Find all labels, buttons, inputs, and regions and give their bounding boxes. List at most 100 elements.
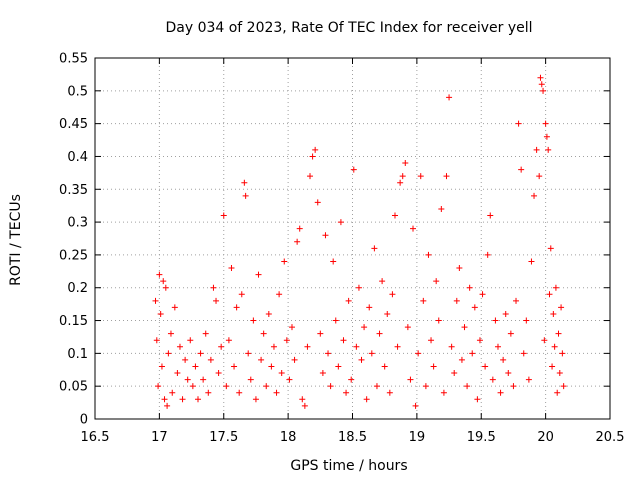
x-tick-label: 19	[409, 430, 426, 445]
data-point	[335, 363, 341, 369]
gridlines	[95, 58, 610, 419]
data-point	[340, 337, 346, 343]
data-point	[185, 377, 191, 383]
data-point	[541, 337, 547, 343]
data-point	[268, 363, 274, 369]
y-tick-label: 0	[80, 413, 88, 428]
data-point	[361, 324, 367, 330]
data-point	[469, 350, 475, 356]
data-point	[559, 350, 565, 356]
x-tick-label: 16.5	[81, 430, 110, 445]
data-point	[218, 344, 224, 350]
data-point	[377, 331, 383, 337]
data-point	[543, 121, 549, 127]
data-point	[505, 370, 511, 376]
y-tick-label: 0.3	[67, 216, 88, 231]
data-point	[510, 383, 516, 389]
data-point	[177, 344, 183, 350]
data-point	[245, 350, 251, 356]
data-point	[325, 350, 331, 356]
data-point	[410, 226, 416, 232]
data-point	[523, 318, 529, 324]
data-point	[162, 396, 168, 402]
data-point	[169, 390, 175, 396]
data-point	[366, 304, 372, 310]
data-point	[187, 337, 193, 343]
data-point	[428, 337, 434, 343]
data-point	[320, 370, 326, 376]
data-point	[389, 291, 395, 297]
data-point	[443, 173, 449, 179]
y-tick-label: 0.4	[67, 150, 88, 165]
x-tick-label: 20.5	[596, 430, 625, 445]
data-point	[436, 318, 442, 324]
data-point	[474, 396, 480, 402]
data-point	[528, 258, 534, 264]
data-point	[462, 324, 468, 330]
data-point	[330, 258, 336, 264]
data-point	[536, 173, 542, 179]
data-point	[174, 370, 180, 376]
data-point	[250, 318, 256, 324]
data-point	[369, 350, 375, 356]
data-point	[521, 350, 527, 356]
data-point	[286, 377, 292, 383]
data-point	[477, 337, 483, 343]
data-point	[405, 324, 411, 330]
y-tick-label: 0.35	[59, 183, 88, 198]
data-point	[328, 383, 334, 389]
data-point	[274, 390, 280, 396]
data-point	[392, 213, 398, 219]
data-point	[487, 213, 493, 219]
data-point	[387, 390, 393, 396]
data-point	[467, 285, 473, 291]
data-point	[548, 245, 554, 251]
data-point	[557, 370, 563, 376]
data-point	[464, 383, 470, 389]
data-point	[343, 390, 349, 396]
data-point	[310, 153, 316, 159]
data-point	[226, 337, 232, 343]
data-point	[304, 344, 310, 350]
data-point	[234, 304, 240, 310]
y-tick-label: 0.15	[59, 314, 88, 329]
data-point	[216, 370, 222, 376]
data-point	[480, 291, 486, 297]
data-point	[552, 344, 558, 350]
data-point	[351, 167, 357, 173]
data-point	[371, 245, 377, 251]
data-point	[451, 370, 457, 376]
data-point	[271, 344, 277, 350]
data-point	[180, 396, 186, 402]
x-axis-label: GPS time / hours	[290, 458, 407, 474]
data-point	[192, 363, 198, 369]
data-point	[556, 331, 562, 337]
data-point	[158, 311, 164, 317]
data-point	[498, 390, 504, 396]
data-point	[449, 344, 455, 350]
data-point	[333, 318, 339, 324]
data-point	[315, 199, 321, 205]
data-point	[168, 331, 174, 337]
data-point	[263, 383, 269, 389]
y-tick-label: 0.2	[67, 281, 88, 296]
data-point	[402, 160, 408, 166]
data-point	[163, 285, 169, 291]
data-point	[379, 278, 385, 284]
data-point	[526, 377, 532, 383]
data-point	[228, 265, 234, 271]
y-axis-label: ROTI / TECUs	[8, 194, 24, 286]
y-tick-label: 0.05	[59, 380, 88, 395]
data-point	[200, 377, 206, 383]
data-point	[322, 232, 328, 238]
data-point	[546, 291, 552, 297]
data-point	[531, 193, 537, 199]
x-tick-label: 18.5	[338, 430, 367, 445]
data-point	[359, 357, 365, 363]
data-point	[281, 258, 287, 264]
data-point	[485, 252, 491, 258]
data-point	[420, 298, 426, 304]
x-tick-label: 17	[151, 430, 168, 445]
data-point	[353, 344, 359, 350]
data-point	[261, 331, 267, 337]
